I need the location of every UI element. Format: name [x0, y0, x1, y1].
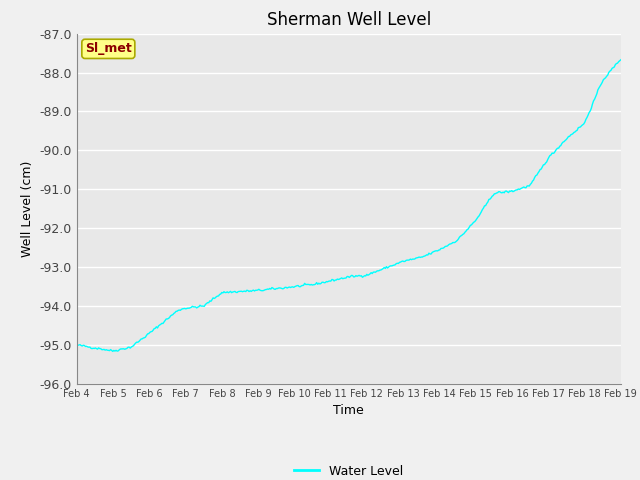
Title: Sherman Well Level: Sherman Well Level — [267, 11, 431, 29]
Y-axis label: Well Level (cm): Well Level (cm) — [21, 161, 34, 257]
X-axis label: Time: Time — [333, 405, 364, 418]
Legend: Water Level: Water Level — [289, 460, 408, 480]
Text: Sl_met: Sl_met — [85, 42, 132, 55]
